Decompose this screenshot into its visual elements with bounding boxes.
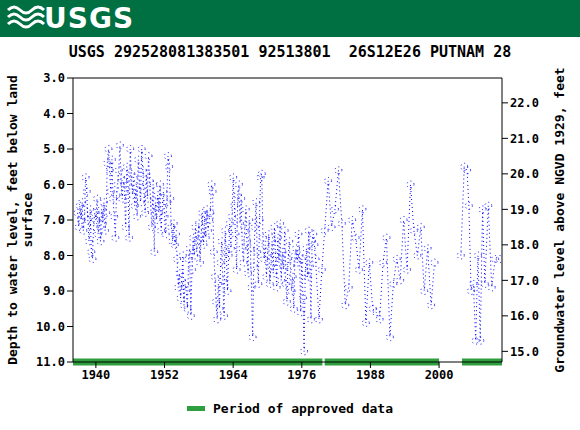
svg-text:2000: 2000 [425,368,454,382]
svg-text:17.0: 17.0 [510,274,539,288]
svg-text:18.0: 18.0 [510,238,539,252]
svg-text:1952: 1952 [150,368,179,382]
html-text:USGS 292528081383501 92513801: USGS 292528081383501 92513801 26S12E26 P… [68,43,512,61]
svg-text:22.0: 22.0 [510,96,539,110]
svg-text:5.0: 5.0 [43,142,65,156]
svg-text:16.0: 16.0 [510,309,539,323]
html-text:Depth to water level, feet bel: Depth to water level, feet below land su… [5,75,35,365]
svg-text:11.0: 11.0 [36,355,65,369]
svg-text:1988: 1988 [356,368,385,382]
svg-text:10.0: 10.0 [36,320,65,334]
svg-text:15.0: 15.0 [510,345,539,359]
svg-text:8.0: 8.0 [43,249,65,263]
svg-text:1964: 1964 [219,368,248,382]
svg-text:3.0: 3.0 [43,71,65,85]
html-text:Groundwater level above NGVD 1: Groundwater level above NGVD 1929, feet [552,67,567,373]
svg-text:1940: 1940 [81,368,110,382]
html-text:USGS: USGS [44,2,135,35]
svg-text:1976: 1976 [287,368,316,382]
svg-text:21.0: 21.0 [510,132,539,146]
svg-text:7.0: 7.0 [43,213,65,227]
svg-text:20.0: 20.0 [510,167,539,181]
svg-text:6.0: 6.0 [43,178,65,192]
svg-text:19.0: 19.0 [510,203,539,217]
html-text:Period of approved data: Period of approved data [213,401,393,416]
svg-text:4.0: 4.0 [43,107,65,121]
svg-text:9.0: 9.0 [43,284,65,298]
